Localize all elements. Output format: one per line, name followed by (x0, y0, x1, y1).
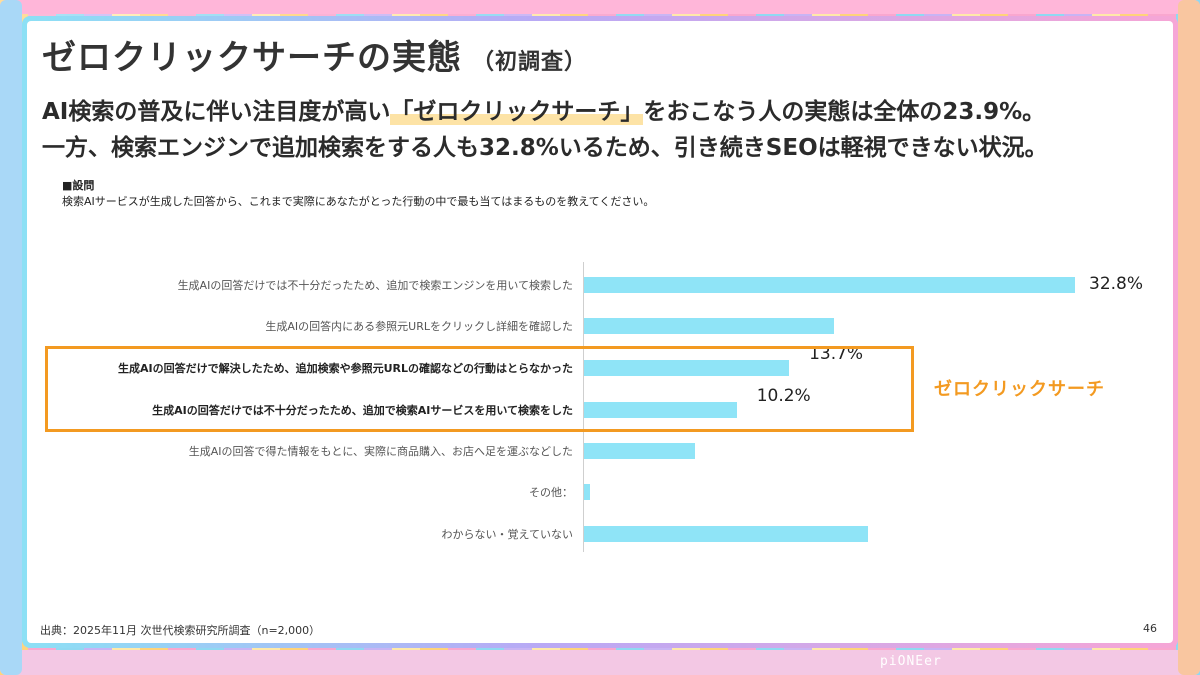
category-label: わからない・覚えていない (441, 528, 573, 541)
bar (584, 318, 834, 334)
category-label: 生成AIの回答だけでは不十分だったため、追加で検索AIサービスを用いて検索をした (152, 404, 573, 417)
zero-click-highlight-box (45, 346, 914, 432)
data-label: 13.7% (809, 344, 864, 364)
bar (584, 526, 869, 542)
question-text: 検索AIサービスが生成した回答から、これまで実際にあなたがとった行動の中で最も当… (62, 195, 655, 208)
category-label: その他： (529, 486, 573, 499)
category-label: 生成AIの回答内にある参照元URLをクリックし詳細を確認した (265, 320, 573, 333)
page-number: 46 (1143, 622, 1157, 635)
lead-line-2: 一方、検索エンジンで追加検索をする人も32.8%いるため、引き続きSEOは軽視で… (42, 135, 1048, 161)
bar (584, 402, 737, 418)
brand-logo: piONEer (880, 654, 942, 669)
category-label: 生成AIの回答で得た情報をもとに、実際に商品購入、お店へ足を運ぶなどした (188, 445, 573, 458)
chart-axis (583, 262, 584, 552)
source-note: 出典：2025年11月 次世代検索研究所調査（n=2,000） (40, 624, 321, 637)
category-label: 生成AIの回答だけでは不十分だったため、追加で検索エンジンを用いて検索した (177, 279, 573, 292)
question-heading: ■設問 (62, 179, 95, 192)
lead-highlight: 「ゼロクリックサーチ」 (390, 99, 644, 125)
data-label: 32.8% (1089, 274, 1144, 294)
category-label: 生成AIの回答だけで解決したため、追加検索や参照元URLの確認などの行動はとらな… (117, 362, 573, 375)
bar (584, 484, 590, 500)
lead-line-1: AI検索の普及に伴い注目度が高い「ゼロクリックサーチ」をおこなう人の実態は全体の… (42, 99, 1046, 125)
slide-title: ゼロクリックサーチの実態 （初調査） (42, 38, 588, 78)
bar (584, 277, 1075, 293)
bar (584, 443, 695, 459)
slide-title-sub: （初調査） (472, 50, 588, 75)
zero-click-label: ゼロクリックサーチ (934, 379, 1105, 400)
data-label: 10.2% (756, 386, 811, 406)
bar (584, 360, 790, 376)
